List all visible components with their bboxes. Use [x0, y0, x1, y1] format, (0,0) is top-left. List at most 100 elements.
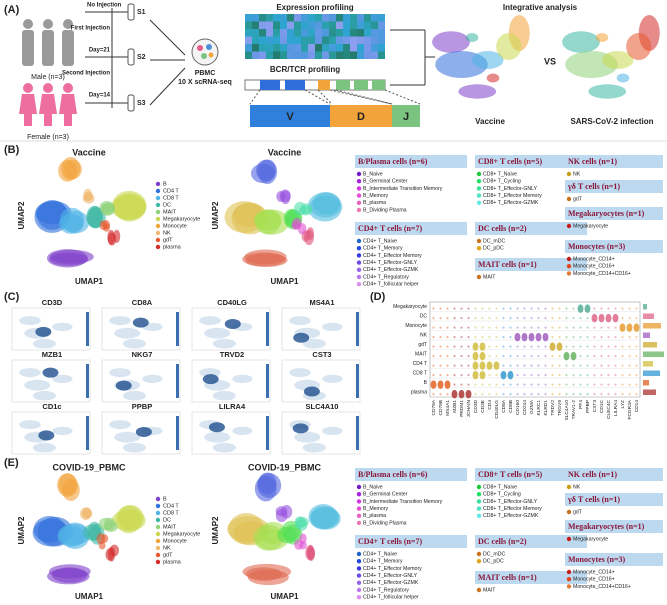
legend-label: gdT: [163, 237, 173, 243]
subtype-swatch: [356, 580, 362, 585]
feature-cells: [199, 368, 221, 378]
violin: [495, 317, 498, 320]
feature-cells: [32, 338, 56, 349]
timeline-label: Day=21: [89, 48, 111, 54]
gene-label: TRDV2: [550, 400, 556, 416]
heat-cell: [259, 21, 266, 29]
heat-cell: [322, 21, 329, 29]
row-bar: [643, 351, 664, 357]
subtype-label: CD4+ T_Memory: [363, 559, 403, 565]
violin: [614, 355, 617, 358]
group-banner: [355, 535, 467, 548]
heat-cell: [252, 29, 259, 37]
subtype-swatch: [476, 246, 482, 251]
subtype-label: B_Germinal Center: [363, 492, 408, 498]
feature-hot: [135, 426, 152, 437]
heat-cell: [371, 44, 378, 52]
violin: [544, 364, 547, 367]
violin: [453, 326, 456, 329]
violin: [530, 355, 533, 358]
heat-cell: [308, 36, 315, 44]
heat-cell: [308, 29, 315, 37]
heat-cell: [315, 44, 322, 52]
violin: [474, 307, 477, 310]
feature-cells: [122, 442, 146, 453]
violin: [523, 374, 526, 377]
group-banner: [565, 553, 663, 566]
subtype-label: CD4+ T_Naive: [363, 551, 397, 557]
subtype-label: CD4+ T_Regulatory: [363, 274, 409, 280]
violin: [502, 307, 505, 310]
x-axis-label: UMAP1: [270, 277, 299, 286]
legend-swatch: [155, 237, 161, 243]
mini-cluster: [602, 51, 634, 69]
violin: [432, 317, 435, 320]
violin: [558, 393, 561, 396]
violin: [633, 323, 640, 332]
heat-cell: [266, 44, 273, 52]
violin: [614, 345, 617, 348]
subtype-label: CD4+ T_Naive: [363, 238, 397, 244]
colorbar: [266, 364, 269, 398]
violin: [565, 393, 568, 396]
violin: [446, 345, 449, 348]
subtype-swatch: [476, 506, 482, 511]
y-axis-label: UMAP2: [211, 201, 220, 230]
subtype-label: DC_pDC: [483, 559, 504, 565]
violin: [593, 345, 596, 348]
violin: [530, 364, 533, 367]
cell-cluster: [291, 221, 301, 230]
violin: [467, 374, 470, 377]
feature-cells: [114, 327, 141, 339]
violin: [579, 374, 582, 377]
violin: [437, 380, 444, 389]
timeline-label: No Injection: [87, 3, 122, 9]
heat-cell: [336, 36, 343, 44]
violin: [474, 317, 477, 320]
heat-cell: [287, 51, 294, 59]
row-label: DC: [420, 314, 428, 320]
violin: [488, 326, 491, 329]
violin: [551, 326, 554, 329]
violin: [509, 345, 512, 348]
mini-umaps: [432, 15, 660, 99]
feature-cells: [322, 426, 343, 436]
heat-cell: [315, 21, 322, 29]
group-title: CD8+ T cells (n=5): [478, 470, 542, 479]
subtype-label: CD8+ T_Effector-GZMK: [483, 200, 539, 206]
violin: [432, 393, 435, 396]
subtype-swatch: [476, 484, 482, 490]
mini-cluster: [432, 31, 470, 53]
plot-title: COVID-19_PBMC: [248, 462, 322, 472]
receptor-bars: [244, 29, 435, 127]
legend-label: MAIT: [163, 524, 177, 530]
heat-cell: [315, 14, 322, 22]
feature-hot: [208, 422, 225, 433]
violin: [530, 345, 533, 348]
subtype-swatch: [356, 587, 362, 593]
violin: [558, 317, 561, 320]
group-title: B/Plasma cells (n=6): [358, 470, 428, 479]
violin: [495, 345, 498, 348]
violin: [446, 336, 449, 339]
violin: [502, 345, 505, 348]
violin: [607, 307, 610, 310]
heat-cell: [364, 36, 371, 44]
subtype-label: CD8+ T_Effector Memory: [483, 193, 542, 199]
violin: [495, 326, 498, 329]
violin: [530, 393, 533, 396]
gene-label: LYZ: [620, 400, 626, 409]
colorbar: [356, 416, 359, 450]
heat-cell: [336, 44, 343, 52]
heatmap: [245, 14, 385, 59]
gene-title: NKG7: [132, 350, 153, 359]
subtype-label: B_Naive: [363, 484, 383, 490]
violin: [439, 374, 442, 377]
subtype-label: Megakaryocyte: [573, 536, 608, 542]
panel-label: (B): [4, 144, 20, 156]
violin: [481, 393, 484, 396]
violin: [488, 345, 491, 348]
heat-cell: [322, 36, 329, 44]
colorbar: [176, 416, 179, 450]
colorbar: [266, 312, 269, 346]
